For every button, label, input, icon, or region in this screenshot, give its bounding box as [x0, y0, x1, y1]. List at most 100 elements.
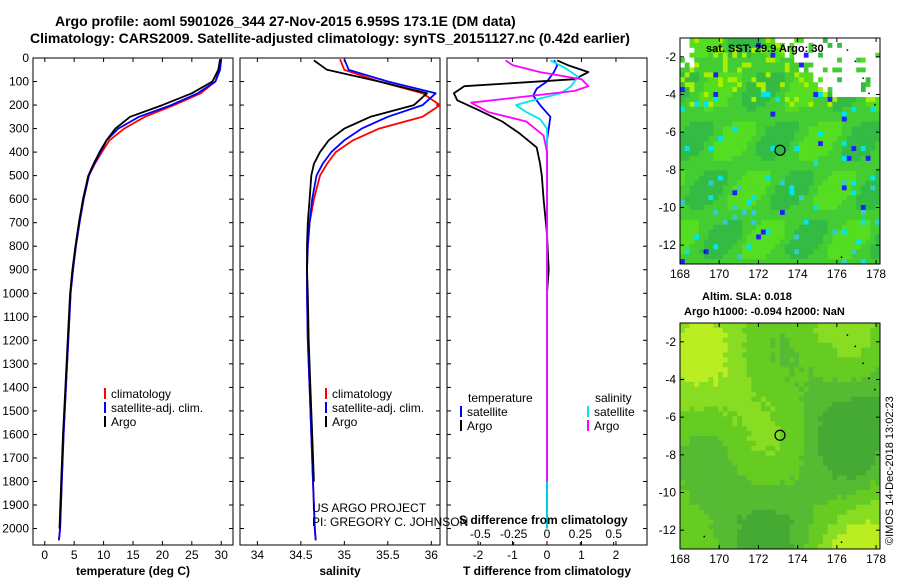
map-cell — [780, 254, 786, 260]
map-cell — [713, 455, 719, 461]
map-cell — [827, 455, 833, 461]
map-cell — [699, 342, 705, 348]
map-cell — [822, 381, 829, 388]
map-cell — [799, 352, 805, 358]
map-cell — [756, 62, 762, 68]
map-cell — [756, 386, 762, 393]
map-cell — [818, 465, 824, 471]
map-cell — [856, 534, 862, 540]
map-cell — [775, 229, 781, 235]
map-cell — [708, 249, 714, 255]
map-cell — [737, 323, 743, 329]
map-cell — [851, 381, 857, 388]
map-cell — [760, 214, 767, 221]
map-cell — [732, 396, 738, 403]
map-cell — [875, 87, 881, 93]
map-cell — [865, 514, 871, 520]
map-cell — [827, 101, 833, 108]
map-cell — [713, 372, 719, 378]
map-cell — [827, 337, 833, 344]
map-cell — [732, 185, 738, 191]
map-cell — [680, 475, 686, 481]
map-cell — [813, 259, 819, 265]
map-cell — [694, 170, 700, 176]
map-cell — [856, 42, 862, 49]
map-cell — [832, 455, 838, 461]
map-cell — [718, 327, 724, 334]
map-cell — [722, 38, 729, 44]
map-cell — [751, 62, 757, 68]
map-cell — [680, 352, 686, 358]
map-cell — [875, 155, 881, 162]
map-cell — [732, 101, 738, 108]
map-cell — [837, 244, 843, 250]
map-cell — [851, 504, 857, 511]
map-cell — [841, 214, 848, 221]
map-cell — [813, 465, 819, 471]
map-cell — [808, 214, 814, 221]
map-cell — [699, 77, 705, 83]
map-cell — [851, 180, 857, 186]
map-cell — [765, 391, 771, 398]
map-cell — [780, 509, 786, 516]
map-cell — [784, 352, 790, 358]
sla-field — [680, 323, 881, 550]
map-cell — [794, 519, 800, 525]
map-cell — [851, 239, 857, 245]
map-cell — [780, 180, 786, 186]
map-cell — [846, 406, 852, 412]
secondary-tick-label: -0.5 — [470, 527, 491, 541]
map-cell — [827, 342, 833, 348]
map-x-tick-label: 178 — [866, 267, 886, 281]
map-cell — [699, 96, 705, 103]
map-cell — [865, 67, 871, 73]
map-cell — [746, 347, 752, 353]
map-cell — [780, 249, 786, 255]
map-cell — [846, 455, 852, 461]
map-cell — [727, 96, 733, 103]
map-cell — [737, 131, 743, 137]
map-cell — [689, 57, 695, 63]
map-cell — [722, 352, 729, 358]
map-cell — [832, 141, 838, 147]
map-cell — [856, 401, 862, 407]
map-cell — [684, 42, 690, 49]
map-cell — [780, 209, 786, 216]
map-cell — [827, 180, 833, 186]
map-cell — [789, 352, 795, 358]
map-cell — [803, 82, 809, 88]
map-cell — [789, 499, 795, 506]
map-cell — [822, 431, 829, 437]
map-cell — [765, 87, 771, 93]
map-cell — [756, 440, 762, 447]
map-cell — [846, 62, 852, 68]
map-cell — [841, 136, 848, 142]
map-cell — [799, 106, 805, 113]
map-cell — [851, 426, 857, 432]
map-cell — [818, 436, 824, 442]
coast-dot — [840, 256, 843, 258]
map-cell — [775, 96, 781, 103]
map-cell — [694, 381, 700, 388]
map-cell — [841, 509, 848, 516]
map-cell — [703, 480, 709, 486]
map-cell — [784, 426, 790, 432]
depth-tick-label: 1200 — [2, 333, 29, 347]
map-cell — [770, 52, 776, 59]
map-cell — [718, 67, 724, 73]
map-cell — [841, 490, 848, 496]
map-cell — [699, 544, 705, 550]
map-cell — [789, 544, 795, 550]
map-cell — [799, 327, 805, 334]
map-cell — [784, 146, 790, 152]
map-cell — [794, 372, 800, 378]
map-cell — [818, 337, 824, 344]
map-cell — [727, 224, 733, 231]
map-cell — [703, 180, 709, 186]
map-cell — [870, 377, 876, 383]
depth-tick-label: 2000 — [2, 522, 29, 536]
map-cell — [746, 396, 752, 403]
map-cell — [756, 337, 762, 344]
map-cell — [684, 524, 690, 530]
map-cell — [803, 421, 809, 427]
